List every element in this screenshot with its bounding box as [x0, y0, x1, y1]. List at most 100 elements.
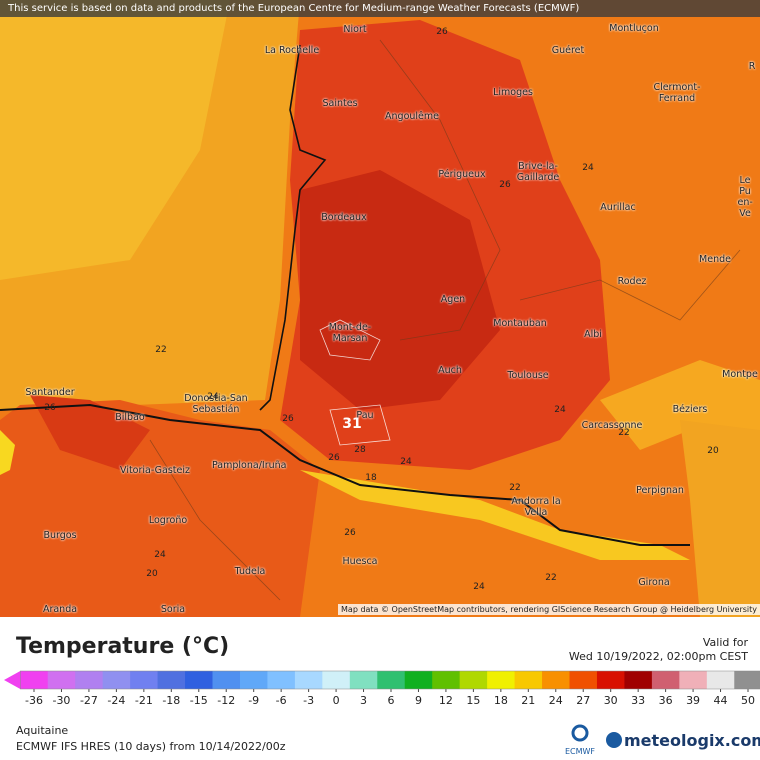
- city-label: Soria: [160, 604, 186, 615]
- model: ECMWF IFS HRES (10 days) from 10/14/2022…: [16, 740, 286, 753]
- colorbar-segment: [596, 671, 625, 689]
- colorbar-tick-label: 24: [549, 694, 563, 707]
- city-label: Montluçon: [609, 23, 659, 34]
- colorbar-tick-label: -18: [162, 694, 180, 707]
- legend-title: Temperature (°C): [16, 634, 229, 659]
- region: Aquitaine: [16, 724, 68, 737]
- contour-label: 26: [499, 180, 511, 190]
- city-label: Pau: [356, 410, 374, 421]
- colorbar-tick-label: 39: [686, 694, 700, 707]
- colorbar-segment: [294, 671, 323, 689]
- city-label: Tudela: [234, 566, 266, 577]
- city-label: Donostia-San Sebastián: [184, 393, 248, 415]
- colorbar-segment: [75, 671, 104, 689]
- colorbar-tick-label: 33: [631, 694, 645, 707]
- colorbar-segment: [432, 671, 461, 689]
- city-label: Santander: [25, 387, 75, 398]
- city-label: Saintes: [322, 98, 358, 109]
- contour-label: 26: [282, 414, 294, 424]
- city-label: Mende: [699, 254, 731, 265]
- city-label: Clermont-Ferrand: [653, 82, 701, 104]
- colorbar-segment: [404, 671, 433, 689]
- colorbar-tick-label: 15: [466, 694, 480, 707]
- contour-label: 24: [207, 392, 219, 402]
- city-label: Angoulême: [385, 111, 439, 122]
- contour-label: 26: [436, 27, 448, 37]
- city-label: Rodez: [617, 276, 647, 287]
- contour-label: 22: [509, 483, 521, 493]
- city-label: Vitoria-Gasteiz: [120, 465, 190, 476]
- city-label: Périgueux: [438, 169, 486, 180]
- city-label: Albi: [584, 329, 602, 340]
- city-label: Guéret: [551, 45, 585, 56]
- colorbar-segment: [624, 671, 653, 689]
- city-label: Aurillac: [600, 202, 636, 213]
- city-label: Montauban: [493, 318, 547, 329]
- city-label: Mont-de-Marsan: [328, 322, 372, 344]
- contour-label: 22: [545, 573, 557, 583]
- map[interactable]: This service is based on data and produc…: [0, 0, 760, 617]
- city-label: Bordeaux: [321, 212, 367, 223]
- site-logo[interactable]: meteologix.com: [624, 731, 760, 750]
- contour-label: 31: [342, 416, 362, 432]
- colorbar-segment: [679, 671, 708, 689]
- city-label: Bilbao: [115, 412, 145, 423]
- colorbar-segment: [239, 671, 268, 689]
- colorbar-segment: [349, 671, 378, 689]
- colorbar-arrow: [4, 671, 21, 689]
- colorbar-segment: [212, 671, 241, 689]
- colorbar-segment: [651, 671, 680, 689]
- valid-label: Valid for: [703, 636, 749, 649]
- colorbar-tick-label: 18: [494, 694, 508, 707]
- city-label: Béziers: [672, 404, 708, 415]
- colorbar-segment: [20, 671, 49, 689]
- valid-time: Wed 10/19/2022, 02:00pm CEST: [569, 650, 748, 663]
- colorbar-segment: [322, 671, 351, 689]
- colorbar-tick-label: -6: [276, 694, 287, 707]
- city-label: Aranda: [42, 604, 78, 615]
- colorbar-frame: [20, 670, 760, 690]
- city-label: Montpe: [722, 369, 758, 380]
- colorbar-segment: [734, 671, 760, 689]
- colorbar-tick-label: 12: [439, 694, 453, 707]
- contour-label: 24: [400, 457, 412, 467]
- city-label: R: [748, 61, 756, 72]
- colorbar-tick-label: 0: [333, 694, 340, 707]
- city-label: Burgos: [43, 530, 77, 541]
- ecmwf-icon: [571, 724, 589, 742]
- colorbar-tick-label: -24: [107, 694, 125, 707]
- colorbar-segment: [157, 671, 186, 689]
- colorbar-segment: [185, 671, 213, 689]
- colorbar-segment: [487, 671, 516, 689]
- colorbar-tick-label: -3: [303, 694, 314, 707]
- colorbar: -36 -30 -27 -24 -21 -18 -15 -12 -9 -6 -3 0 3 6 9 12 15 18…: [4, 670, 760, 707]
- colorbar-tick-label: -12: [217, 694, 235, 707]
- attribution: This service is based on data and produc…: [0, 0, 760, 17]
- colorbar-tick-label: 30: [604, 694, 618, 707]
- city-label: Andorra la Vella: [511, 496, 561, 518]
- colorbar-tick-label: 21: [521, 694, 535, 707]
- city-label: Huesca: [342, 556, 378, 567]
- colorbar-segment: [267, 671, 296, 689]
- colorbar-segment: [47, 671, 76, 689]
- colorbar-tick-label: -27: [80, 694, 98, 707]
- city-label: Agen: [440, 294, 466, 305]
- contour-label: 20: [707, 446, 719, 456]
- map-background: [0, 0, 760, 617]
- contour-label: 28: [354, 445, 366, 455]
- contour-label: 24: [582, 163, 594, 173]
- colorbar-segment: [377, 671, 406, 689]
- city-label: La Rochelle: [264, 45, 320, 56]
- city-label: Niort: [343, 24, 367, 35]
- colorbar-segment: [102, 671, 131, 689]
- contour-label: 24: [154, 550, 166, 560]
- city-label: Girona: [638, 577, 670, 588]
- contour-label: 24: [554, 405, 566, 415]
- colorbar-tick-label: 36: [659, 694, 673, 707]
- colorbar-tick-label: -9: [248, 694, 259, 707]
- city-label: Logroño: [148, 515, 188, 526]
- colorbar-tick-label: -21: [135, 694, 153, 707]
- colorbar-tick-label: 44: [714, 694, 728, 707]
- contour-label: 18: [365, 473, 377, 483]
